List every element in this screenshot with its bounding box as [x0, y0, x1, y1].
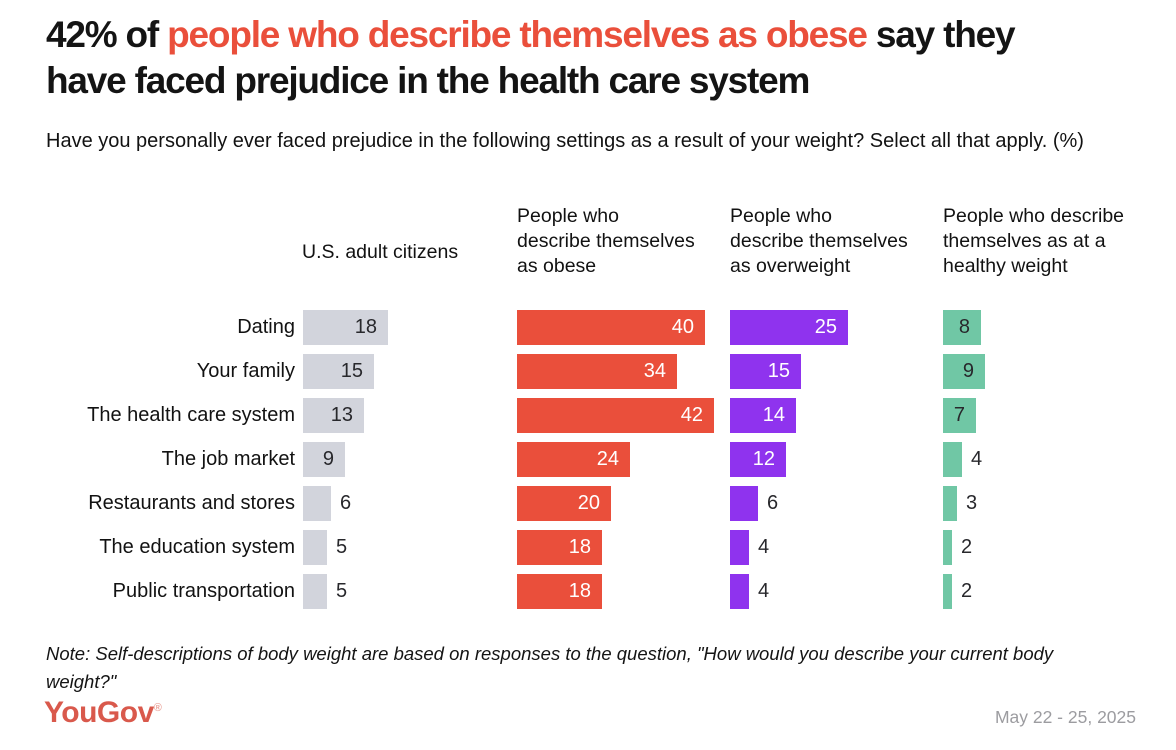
bar-value-label: 6 [767, 492, 779, 514]
category-label: Dating [237, 316, 295, 338]
bar-purple [730, 574, 749, 609]
bar-value-label: 24 [596, 448, 619, 470]
bar-gray: 9 [303, 442, 345, 477]
bar-value-label: 5 [336, 536, 348, 558]
bar-green [943, 574, 952, 609]
bar-value-label: 18 [568, 580, 591, 602]
registered-trademark-icon: ® [153, 702, 162, 714]
category-label: Restaurants and stores [88, 492, 295, 514]
bar-red: 42 [517, 398, 714, 433]
page-title: 42% of people who describe themselves as… [46, 12, 1046, 104]
bar-value-label: 40 [671, 316, 694, 338]
table-row: Public transportation 5 18 4 2 [0, 574, 1176, 609]
bar-value-label: 18 [354, 316, 377, 338]
bar-value-label: 20 [577, 492, 600, 514]
bar-value-label: 4 [758, 580, 770, 602]
bar-value-label: 4 [758, 536, 770, 558]
yougov-logo: YouGov® [44, 696, 162, 730]
bar-purple: 25 [730, 310, 848, 345]
bar-red: 20 [517, 486, 611, 521]
table-row: Dating 18 40 25 8 [0, 310, 1176, 345]
category-label: Your family [196, 360, 295, 382]
bar-value-label: 3 [966, 492, 978, 514]
bar-value-label: 8 [958, 316, 970, 338]
bar-value-label: 5 [336, 580, 348, 602]
bar-value-label: 15 [340, 360, 363, 382]
bar-value-label: 15 [767, 360, 790, 382]
bar-value-label: 25 [814, 316, 837, 338]
category-label: The health care system [87, 404, 295, 426]
bar-red: 34 [517, 354, 677, 389]
fieldwork-date-range: May 22 - 25, 2025 [994, 707, 1136, 727]
bar-value-label: 4 [971, 448, 983, 470]
column-header-overweight: People who describe themselves as overwe… [730, 205, 908, 277]
bar-green [943, 442, 962, 477]
bar-red: 18 [517, 574, 602, 609]
methodology-note: Note: Self-descriptions of body weight a… [46, 643, 1054, 692]
table-row: Your family 15 34 15 9 [0, 354, 1176, 389]
bar-value-label: 2 [961, 536, 973, 558]
bar-green: 7 [943, 398, 976, 433]
column-header-obese: People who describe themselves as obese [517, 205, 695, 277]
category-label: The job market [161, 448, 295, 470]
bar-purple [730, 530, 749, 565]
bar-green [943, 486, 957, 521]
bar-purple: 15 [730, 354, 801, 389]
bar-value-label: 14 [762, 404, 785, 426]
yougov-logo-text: YouGov [44, 696, 154, 729]
bar-value-label: 2 [961, 580, 973, 602]
category-label: Public transportation [112, 580, 295, 602]
bar-purple [730, 486, 758, 521]
table-row: Restaurants and stores 6 20 6 3 [0, 486, 1176, 521]
bar-gray: 13 [303, 398, 364, 433]
bar-gray [303, 530, 327, 565]
bar-green: 8 [943, 310, 981, 345]
column-header-healthy-weight: People who describe themselves as at a h… [943, 205, 1125, 277]
table-row: The education system 5 18 4 2 [0, 530, 1176, 565]
bar-gray: 15 [303, 354, 374, 389]
table-row: The job market 9 24 12 4 [0, 442, 1176, 477]
title-suffix: say they have faced prejudice in the hea… [46, 14, 1016, 101]
title-prefix: 42% of [46, 14, 168, 55]
table-row: The health care system 13 42 14 7 [0, 398, 1176, 433]
bar-red: 40 [517, 310, 705, 345]
bar-gray [303, 574, 327, 609]
bar-value-label: 34 [643, 360, 666, 382]
bar-value-label: 6 [340, 492, 352, 514]
bar-gray: 18 [303, 310, 388, 345]
bar-value-label: 9 [962, 360, 974, 382]
bar-value-label: 13 [330, 404, 353, 426]
category-label: The education system [99, 536, 295, 558]
bar-red: 18 [517, 530, 602, 565]
bar-value-label: 18 [568, 536, 591, 558]
survey-question-subtitle: Have you personally ever faced prejudice… [46, 130, 1084, 152]
column-header-us-adult-citizens: U.S. adult citizens [302, 241, 459, 263]
bar-value-label: 9 [322, 448, 334, 470]
title-highlight: people who describe themselves as obese [167, 14, 868, 55]
bar-purple: 12 [730, 442, 786, 477]
bar-value-label: 42 [680, 404, 703, 426]
bar-value-label: 7 [953, 404, 965, 426]
bar-purple: 14 [730, 398, 796, 433]
bar-red: 24 [517, 442, 630, 477]
bar-green: 9 [943, 354, 985, 389]
bar-gray [303, 486, 331, 521]
bar-value-label: 12 [752, 448, 775, 470]
bar-green [943, 530, 952, 565]
